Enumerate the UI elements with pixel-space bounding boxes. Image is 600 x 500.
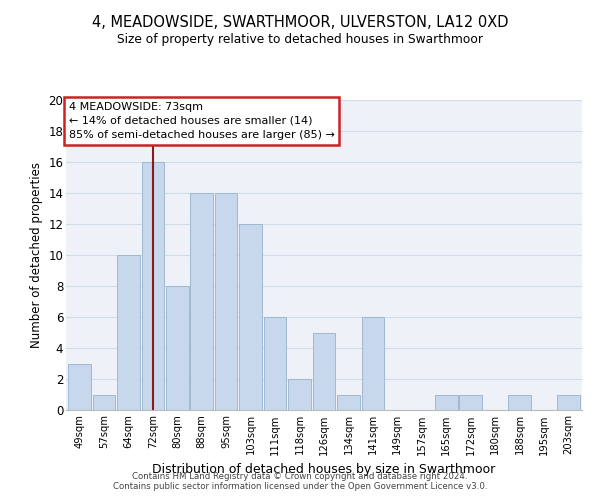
Bar [337, 394, 360, 410]
Bar [460, 394, 482, 410]
Bar [557, 394, 580, 410]
Bar [92, 394, 115, 410]
Bar [166, 286, 188, 410]
Text: Contains public sector information licensed under the Open Government Licence v3: Contains public sector information licen… [113, 482, 487, 491]
Bar [288, 379, 311, 410]
Bar [142, 162, 164, 410]
Bar [435, 394, 458, 410]
Bar [313, 332, 335, 410]
Bar [264, 317, 286, 410]
Bar [239, 224, 262, 410]
Text: Size of property relative to detached houses in Swarthmoor: Size of property relative to detached ho… [117, 32, 483, 46]
Text: 4, MEADOWSIDE, SWARTHMOOR, ULVERSTON, LA12 0XD: 4, MEADOWSIDE, SWARTHMOOR, ULVERSTON, LA… [92, 15, 508, 30]
Bar [117, 255, 140, 410]
Bar [215, 193, 238, 410]
X-axis label: Distribution of detached houses by size in Swarthmoor: Distribution of detached houses by size … [152, 463, 496, 476]
Text: Contains HM Land Registry data © Crown copyright and database right 2024.: Contains HM Land Registry data © Crown c… [132, 472, 468, 481]
Bar [68, 364, 91, 410]
Bar [508, 394, 531, 410]
Bar [190, 193, 213, 410]
Text: 4 MEADOWSIDE: 73sqm
← 14% of detached houses are smaller (14)
85% of semi-detach: 4 MEADOWSIDE: 73sqm ← 14% of detached ho… [68, 102, 334, 140]
Y-axis label: Number of detached properties: Number of detached properties [29, 162, 43, 348]
Bar [362, 317, 384, 410]
